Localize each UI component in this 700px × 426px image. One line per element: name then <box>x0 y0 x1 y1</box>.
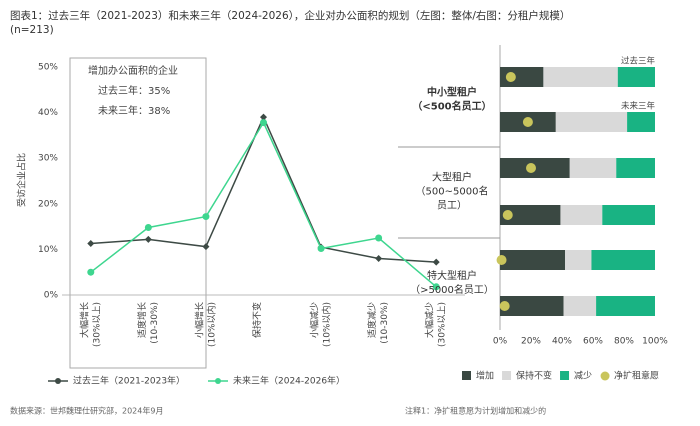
y-tick-label: 40% <box>38 108 58 118</box>
marker <box>317 244 325 252</box>
x-tick-label: (10-30%) <box>380 302 390 344</box>
chart-subtitle: (n=213) <box>10 24 54 36</box>
net-dot <box>526 163 536 173</box>
bar-segment <box>627 112 655 132</box>
bar-segment <box>617 67 655 87</box>
note: 注释1：净扩租意愿为计划增加和减少的 <box>405 406 546 416</box>
bar-segment <box>565 250 592 270</box>
group-label: 特大型租户 <box>427 269 477 282</box>
marker <box>144 235 152 243</box>
bar-segment <box>500 296 564 316</box>
net-dot <box>496 255 507 265</box>
row-label: 过去三年 <box>621 56 656 67</box>
marker <box>202 243 210 251</box>
legend-label: 增加 <box>476 370 494 382</box>
legend-label: 未来三年（2024-2026年） <box>233 375 345 387</box>
marker <box>375 234 383 242</box>
x-tick-label: 60% <box>583 337 603 347</box>
bar-segment <box>500 205 561 225</box>
group-label: 员工） <box>437 200 467 212</box>
marker <box>432 258 440 266</box>
marker <box>260 113 267 121</box>
bar-segment <box>543 67 618 87</box>
legend-label: 保持不变 <box>516 370 552 382</box>
net-dot <box>505 72 516 82</box>
y-tick-label: 30% <box>38 154 58 164</box>
bar-segment <box>569 158 617 178</box>
y-axis-label: 受访企业占比 <box>16 153 28 207</box>
net-dot <box>522 117 533 127</box>
x-tick-label: 40% <box>552 337 572 347</box>
y-tick-label: 10% <box>38 245 58 255</box>
bar-segment <box>563 296 597 316</box>
annotation-line: 未来三年：38% <box>98 104 170 117</box>
y-tick-label: 50% <box>38 63 58 73</box>
marker <box>144 224 152 232</box>
bar-segment <box>500 67 544 87</box>
x-tick-label: (10%以内) <box>321 302 333 347</box>
group-label: （500~5000名 <box>416 185 489 198</box>
bar-segment <box>602 205 655 225</box>
marker <box>432 283 440 291</box>
bar-segment <box>500 250 566 270</box>
bar-segment <box>555 112 628 132</box>
x-tick-label: 保持不变 <box>251 302 263 338</box>
source: 数据来源：世邦魏理仕研究部，2024年9月 <box>10 406 163 416</box>
group-label: （<500名员工） <box>412 100 491 113</box>
line <box>90 115 437 263</box>
legend-swatch <box>502 371 512 380</box>
x-tick-label: 80% <box>614 337 634 347</box>
bar-segment <box>616 158 655 178</box>
x-tick-label: 0% <box>493 337 508 347</box>
x-tick-label: 20% <box>521 337 541 347</box>
x-tick-label: 100% <box>642 337 668 347</box>
y-tick-label: 20% <box>38 199 58 209</box>
annotation-box <box>69 57 207 369</box>
x-tick-label: 小幅增长 <box>193 302 205 338</box>
legend-marker <box>55 378 61 384</box>
marker <box>87 239 95 247</box>
annotation-title: 增加办公面积的企业 <box>88 64 178 77</box>
x-tick-label: (10%以内) <box>205 302 217 347</box>
x-tick-label: (10-30%) <box>150 302 160 344</box>
x-tick-label: 大幅增长 <box>78 302 90 338</box>
marker <box>375 255 383 263</box>
group-label: 大型租户 <box>432 171 472 184</box>
bar-segment <box>560 205 603 225</box>
bar-segment <box>596 296 655 316</box>
marker <box>87 268 95 276</box>
x-tick-label: 适度减少 <box>366 302 378 338</box>
x-tick-label: (30%以上) <box>91 302 102 347</box>
marker <box>202 213 210 221</box>
group-label: 中小型租户 <box>427 86 477 99</box>
legend-marker <box>215 378 221 384</box>
x-tick-label: 小幅减少 <box>309 302 321 338</box>
net-dot <box>502 210 513 220</box>
row-label: 未来三年 <box>621 101 656 112</box>
x-tick-label: 大幅减少 <box>424 302 436 338</box>
bar-segment <box>591 250 655 270</box>
group-label: （>5000名员工） <box>410 283 494 296</box>
chart-title: 图表1：过去三年（2021-2023）和未来三年（2024-2026），企业对办… <box>10 9 570 22</box>
legend-swatch <box>462 371 471 380</box>
annotation-line: 过去三年：35% <box>98 84 170 97</box>
marker <box>260 119 267 127</box>
line <box>90 121 437 288</box>
legend-label: 净扩租意愿 <box>614 370 659 382</box>
net-dot <box>499 301 510 311</box>
legend-label: 减少 <box>574 370 592 382</box>
x-tick-label: (30%以上) <box>437 302 448 347</box>
legend-label: 过去三年（2021-2023年） <box>73 375 185 387</box>
legend-marker <box>600 371 610 381</box>
y-tick-label: 0% <box>44 291 59 301</box>
legend-swatch <box>560 371 570 380</box>
x-tick-label: 适度增长 <box>136 302 148 338</box>
